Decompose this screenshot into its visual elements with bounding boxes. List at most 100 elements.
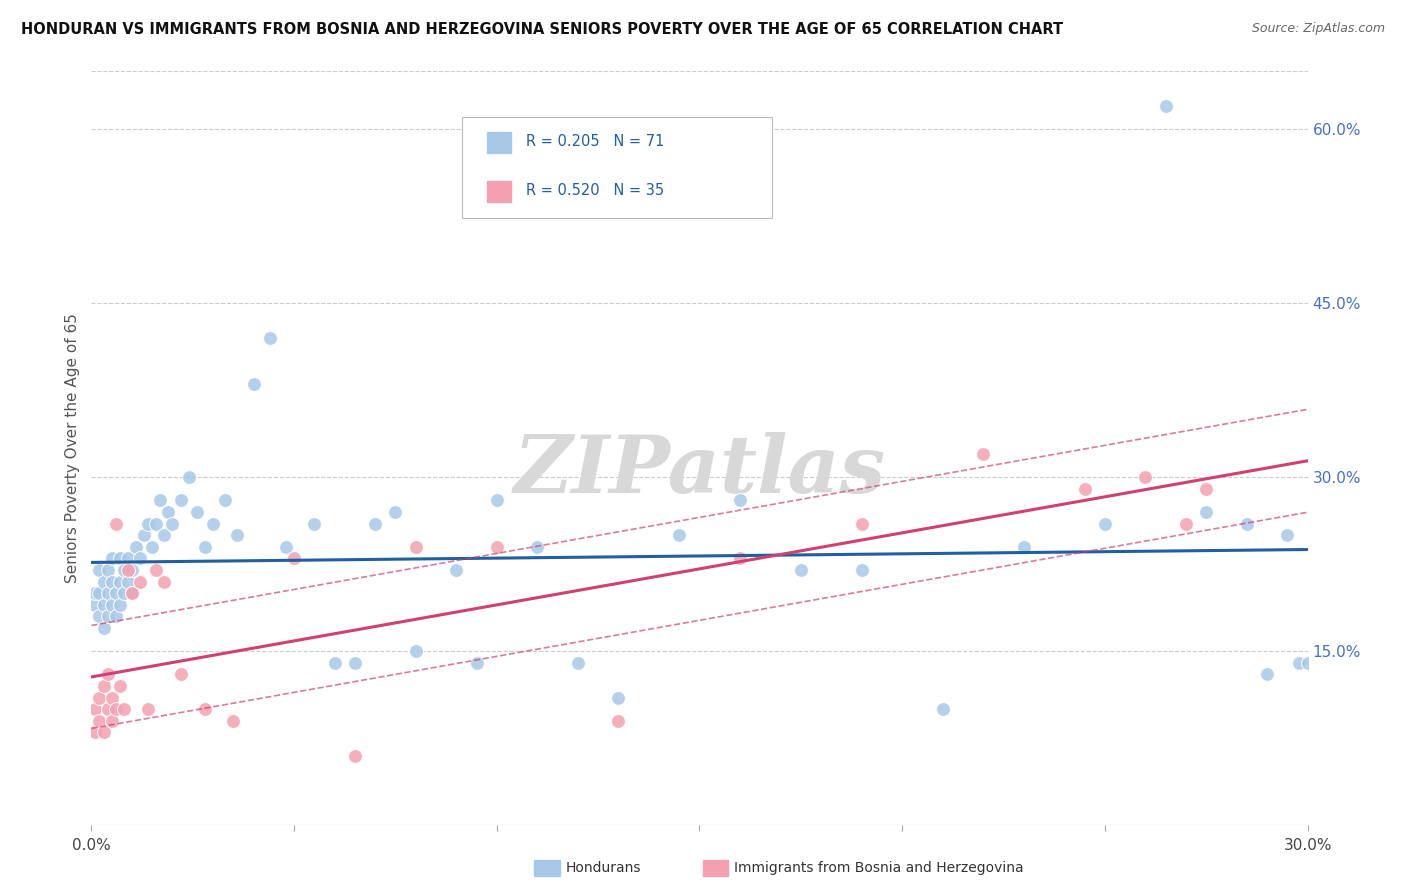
Point (1277, 528, 1299, 542)
Point (104, 609, 127, 624)
Point (108, 679, 131, 693)
Point (304, 516, 326, 531)
Point (405, 644, 427, 658)
Point (194, 540, 217, 554)
Point (931, 702, 953, 716)
Point (790, 563, 813, 577)
Point (607, 690, 630, 705)
Point (851, 516, 873, 531)
Point (129, 551, 152, 566)
Text: Source: ZipAtlas.com: Source: ZipAtlas.com (1251, 22, 1385, 36)
Point (668, 528, 690, 542)
Point (728, 551, 751, 566)
Point (526, 540, 548, 554)
Point (100, 690, 122, 705)
FancyBboxPatch shape (463, 117, 772, 219)
Point (121, 586, 143, 600)
Point (104, 702, 127, 716)
Point (141, 540, 163, 554)
Point (1175, 516, 1198, 531)
Point (972, 447, 994, 461)
Point (169, 667, 191, 681)
Point (485, 540, 508, 554)
Point (93, 574, 115, 589)
Point (226, 528, 249, 542)
Point (108, 551, 131, 566)
Point (84, 598, 107, 612)
Point (97, 563, 120, 577)
Point (93, 679, 115, 693)
Point (851, 563, 873, 577)
Point (1296, 656, 1319, 670)
Point (97, 702, 120, 716)
Point (1154, 99, 1177, 113)
Point (194, 702, 217, 716)
Point (405, 540, 427, 554)
Point (177, 470, 200, 484)
Point (162, 516, 184, 531)
Point (97, 609, 120, 624)
Point (97, 667, 120, 681)
Point (1012, 540, 1035, 554)
Point (1288, 656, 1310, 670)
Point (97, 586, 120, 600)
Point (153, 574, 176, 589)
Point (153, 528, 176, 542)
Text: Hondurans: Hondurans (565, 861, 641, 875)
Point (125, 540, 148, 554)
Point (117, 574, 139, 589)
Point (93, 725, 115, 739)
Point (117, 563, 139, 577)
Point (104, 516, 127, 531)
Point (444, 563, 467, 577)
Point (108, 574, 131, 589)
Point (728, 493, 751, 508)
Point (1236, 516, 1258, 531)
Text: R = 0.205   N = 71: R = 0.205 N = 71 (526, 134, 664, 149)
Point (465, 656, 488, 670)
Point (274, 540, 297, 554)
Point (136, 516, 159, 531)
Point (93, 598, 115, 612)
Point (104, 586, 127, 600)
Point (364, 516, 387, 531)
Point (567, 656, 589, 670)
Bar (486, 132, 510, 153)
Text: ZIPatlas: ZIPatlas (513, 432, 886, 509)
Point (149, 493, 172, 508)
Point (485, 493, 508, 508)
Point (89, 690, 111, 705)
Point (384, 505, 406, 519)
Text: Immigrants from Bosnia and Herzegovina: Immigrants from Bosnia and Herzegovina (734, 861, 1024, 875)
Point (89, 586, 111, 600)
Point (100, 714, 122, 728)
Point (343, 656, 366, 670)
Point (84, 586, 107, 600)
Point (121, 563, 143, 577)
Point (145, 563, 167, 577)
Point (202, 516, 225, 531)
Point (1073, 482, 1095, 496)
Bar (486, 181, 510, 202)
Point (117, 551, 139, 566)
Point (132, 528, 155, 542)
Point (129, 574, 152, 589)
Point (1256, 667, 1278, 681)
Point (84, 725, 107, 739)
Point (259, 331, 281, 345)
Y-axis label: Seniors Poverty Over the Age of 65: Seniors Poverty Over the Age of 65 (65, 313, 80, 583)
Point (323, 656, 346, 670)
Point (1195, 482, 1218, 496)
Point (121, 586, 143, 600)
Point (100, 574, 122, 589)
Point (84, 702, 107, 716)
Point (222, 714, 245, 728)
Point (186, 505, 208, 519)
Point (1195, 505, 1218, 519)
Point (214, 493, 236, 508)
Point (1094, 516, 1116, 531)
Point (343, 748, 366, 763)
Point (1135, 470, 1157, 484)
Text: HONDURAN VS IMMIGRANTS FROM BOSNIA AND HERZEGOVINA SENIORS POVERTY OVER THE AGE : HONDURAN VS IMMIGRANTS FROM BOSNIA AND H… (21, 22, 1063, 37)
Point (100, 598, 122, 612)
